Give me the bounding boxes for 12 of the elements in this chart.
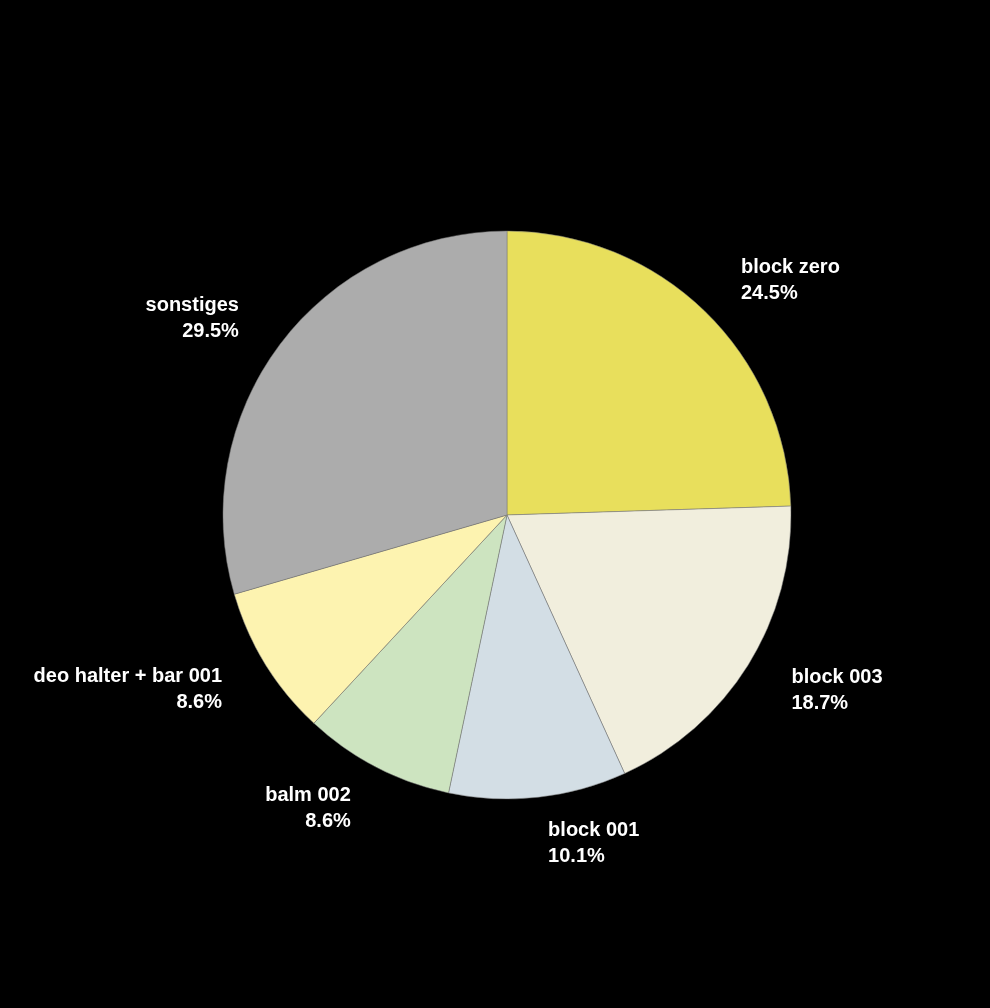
data-label: 10.1%	[548, 844, 606, 867]
slice-label: balm 002	[265, 783, 351, 806]
slice-label: block 001	[548, 818, 640, 841]
slice-label: sonstiges	[145, 293, 239, 316]
data-label: 8.6%	[176, 689, 223, 712]
slice-label: block 003	[791, 664, 883, 687]
data-label: 29.5%	[182, 319, 240, 342]
slice-label: deo halter + bar 001	[33, 663, 223, 686]
data-label: 18.7%	[791, 690, 849, 713]
data-label: 24.5%	[740, 280, 798, 303]
slice-label: block zero	[740, 254, 840, 277]
data-label: 8.6%	[305, 809, 352, 832]
